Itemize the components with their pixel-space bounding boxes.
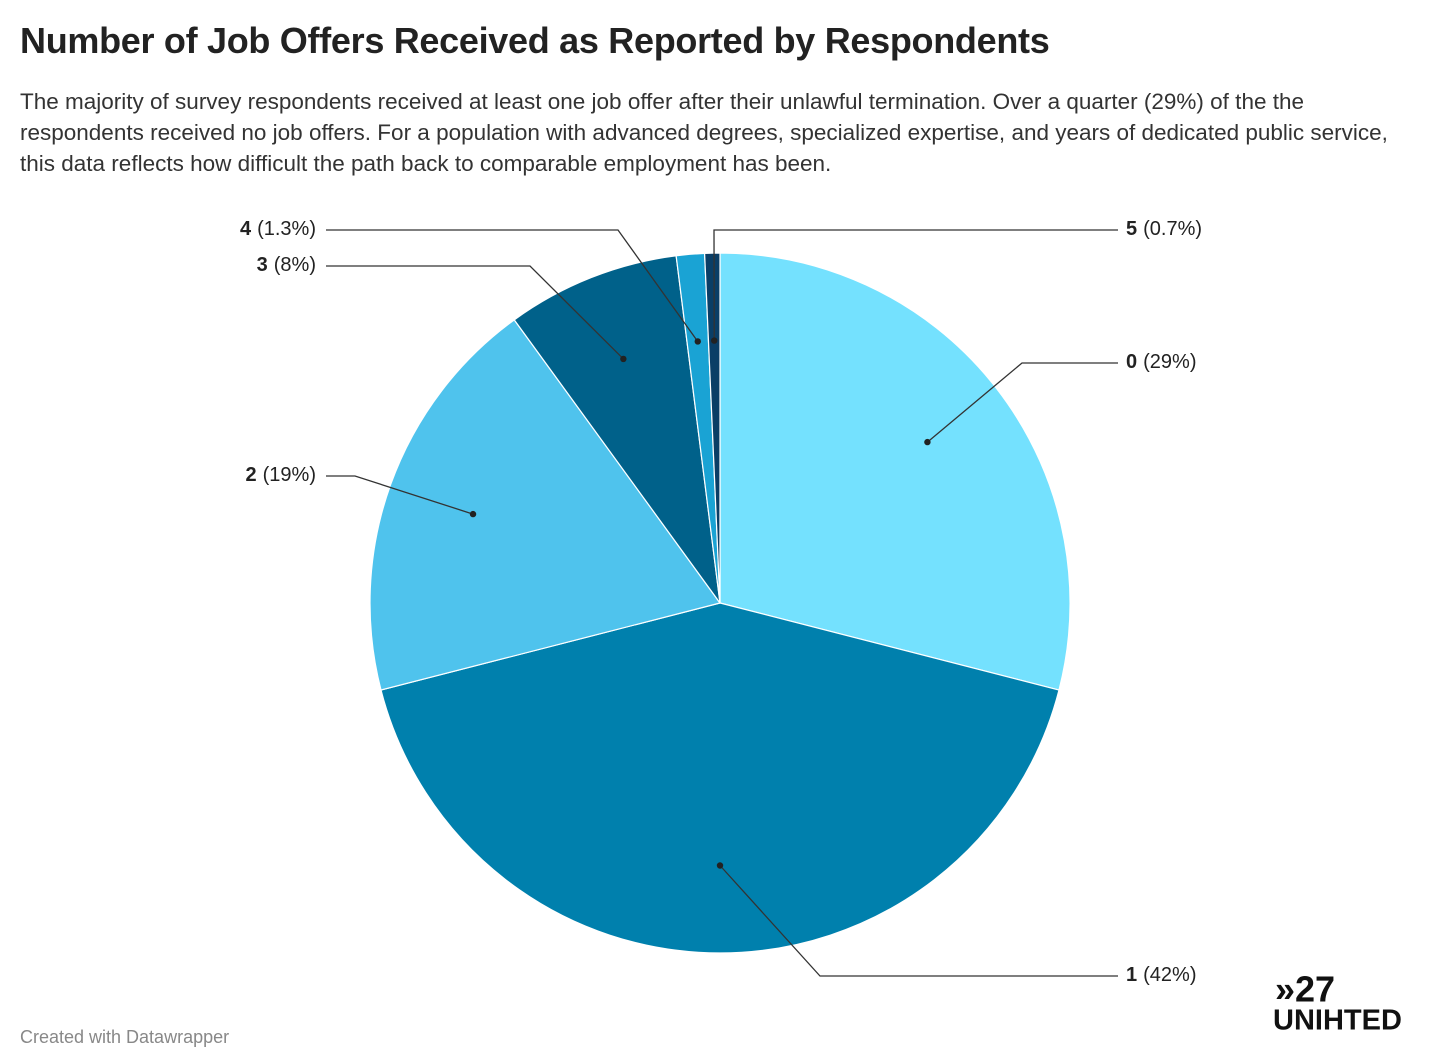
leader-line [719, 865, 1118, 977]
slice-label: 1 (42%) [1126, 964, 1196, 986]
leader-dot [924, 438, 931, 446]
pie-slice [380, 602, 1060, 954]
leader-dot [716, 862, 724, 869]
leader-dot [711, 337, 718, 344]
slice-value-label: (0.7%) [1143, 218, 1202, 240]
slice-value-label: (42%) [1143, 964, 1196, 986]
leader-line [326, 265, 624, 360]
slice-label: 5 (0.7%) [1126, 218, 1202, 240]
pie-slice [513, 255, 721, 604]
slice-category: 5 [1126, 218, 1137, 240]
slice-value-label: (8%) [274, 254, 316, 276]
slice-category: 3 [257, 254, 268, 276]
footer: Created with Datawrapper [20, 1027, 230, 1047]
slice-label: 4 (1.3%) [240, 218, 316, 240]
slice-value-label: (19%) [263, 464, 316, 486]
slice-value-label: (1.3%) [257, 218, 316, 240]
slice-category: 4 [240, 218, 252, 240]
slice-value-label: (29%) [1143, 351, 1196, 373]
logo-bottom: UNIHTED [1273, 1005, 1402, 1037]
pie-slice [369, 319, 722, 691]
leader-line [713, 229, 1118, 341]
leader-line [926, 362, 1118, 443]
leader-dot [694, 338, 701, 345]
slice-label: 0 (29%) [1126, 351, 1196, 373]
pie-slice [719, 252, 1071, 691]
leader-dot [469, 510, 477, 518]
slice-label: 2 (19%) [246, 464, 316, 486]
slices [369, 252, 1071, 954]
slice-label: 3 (8%) [257, 254, 316, 276]
leader-dot [620, 355, 627, 363]
slice-category: 1 [1126, 964, 1137, 986]
slice-category: 0 [1126, 351, 1137, 373]
slice-category: 2 [246, 464, 257, 486]
chart-subtitle: The majority of survey respondents recei… [20, 89, 1388, 176]
leader-line [326, 229, 699, 342]
logo-top: »27 [1275, 969, 1335, 1010]
chart-title: Number of Job Offers Received as Reporte… [20, 20, 1050, 61]
leader-line [326, 475, 474, 515]
